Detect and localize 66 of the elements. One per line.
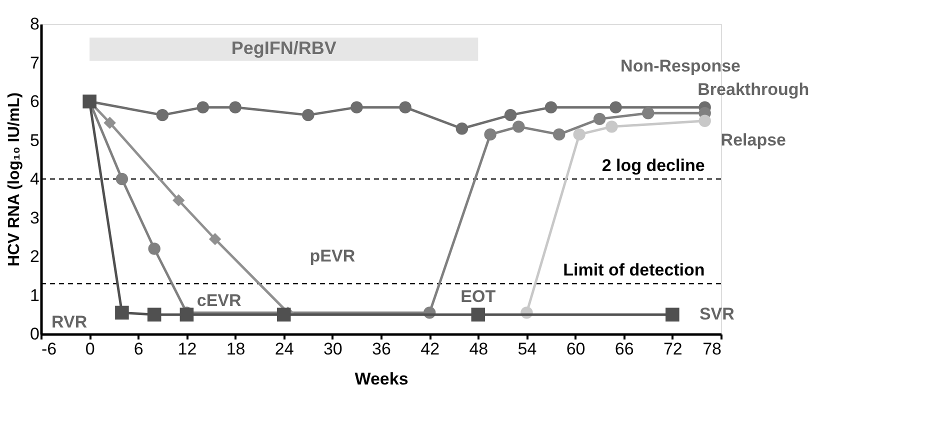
y-tick-label: 3 [30,208,40,228]
x-tick-label: 18 [226,340,246,358]
point [350,101,363,114]
y-tick-label: 7 [30,53,40,72]
x-tick-label: 24 [274,340,294,358]
y-tick-label: 2 [30,247,40,266]
x-tick-label: 72 [663,340,682,358]
annotation: SVR [699,304,734,324]
point [606,120,618,133]
x-tick-label: 48 [469,340,488,358]
point [148,242,160,255]
point [504,108,517,122]
point [456,122,468,135]
point [147,308,162,322]
point [180,308,194,322]
x-tick-label: 66 [614,340,634,358]
point [573,128,586,141]
x-tick-label: 30 [323,340,342,358]
annotation: EOT [460,287,496,306]
x-tick-label: 0 [85,340,95,358]
point [302,108,314,122]
x-tick-label: -6 [42,340,57,358]
point [610,101,622,114]
x-tick-label: 54 [518,340,537,358]
y-tick-label: 6 [30,92,40,111]
point [666,308,680,322]
point [196,101,210,114]
point [642,107,654,120]
y-tick-label: 5 [30,130,40,150]
x-tick-label: 60 [566,340,586,358]
point [115,306,129,320]
point [116,172,128,186]
point [276,308,291,322]
point [471,308,486,322]
point [156,108,169,122]
point [512,120,525,133]
ref-line-label: Limit of detection [563,260,705,280]
point [172,194,185,206]
y-axis-title: HCV RNA (log₁₀ IU/mL) [6,92,24,267]
point [208,232,222,246]
ref-line-label: 2 log decline [602,156,705,175]
x-tick-label: 78 [702,340,722,358]
annotation: RVR [52,312,88,332]
point [544,101,558,114]
point [104,116,116,129]
x-tick-label: 36 [372,340,391,358]
x-axis-title: Weeks [354,370,408,388]
annotation: Non-Response [620,56,741,76]
point [484,128,496,141]
x-tick-label: 42 [420,340,440,358]
x-tick-label: 6 [134,340,144,358]
annotation: pEVR [310,246,356,266]
point [698,114,711,127]
annotation: Breakthrough [698,80,810,99]
annotation: Relapse [720,130,786,150]
point [552,128,566,141]
point [593,112,606,126]
y-tick-label: 4 [30,170,40,188]
point [229,101,242,114]
x-tick-label: 12 [178,340,197,358]
annotation: cEVR [196,291,242,310]
band-label: PegIFN/RBV [231,38,336,58]
y-tick-label: 1 [30,286,40,305]
point [399,101,412,114]
y-tick-label: 8 [30,14,40,34]
y-tick-label: 0 [30,324,40,344]
